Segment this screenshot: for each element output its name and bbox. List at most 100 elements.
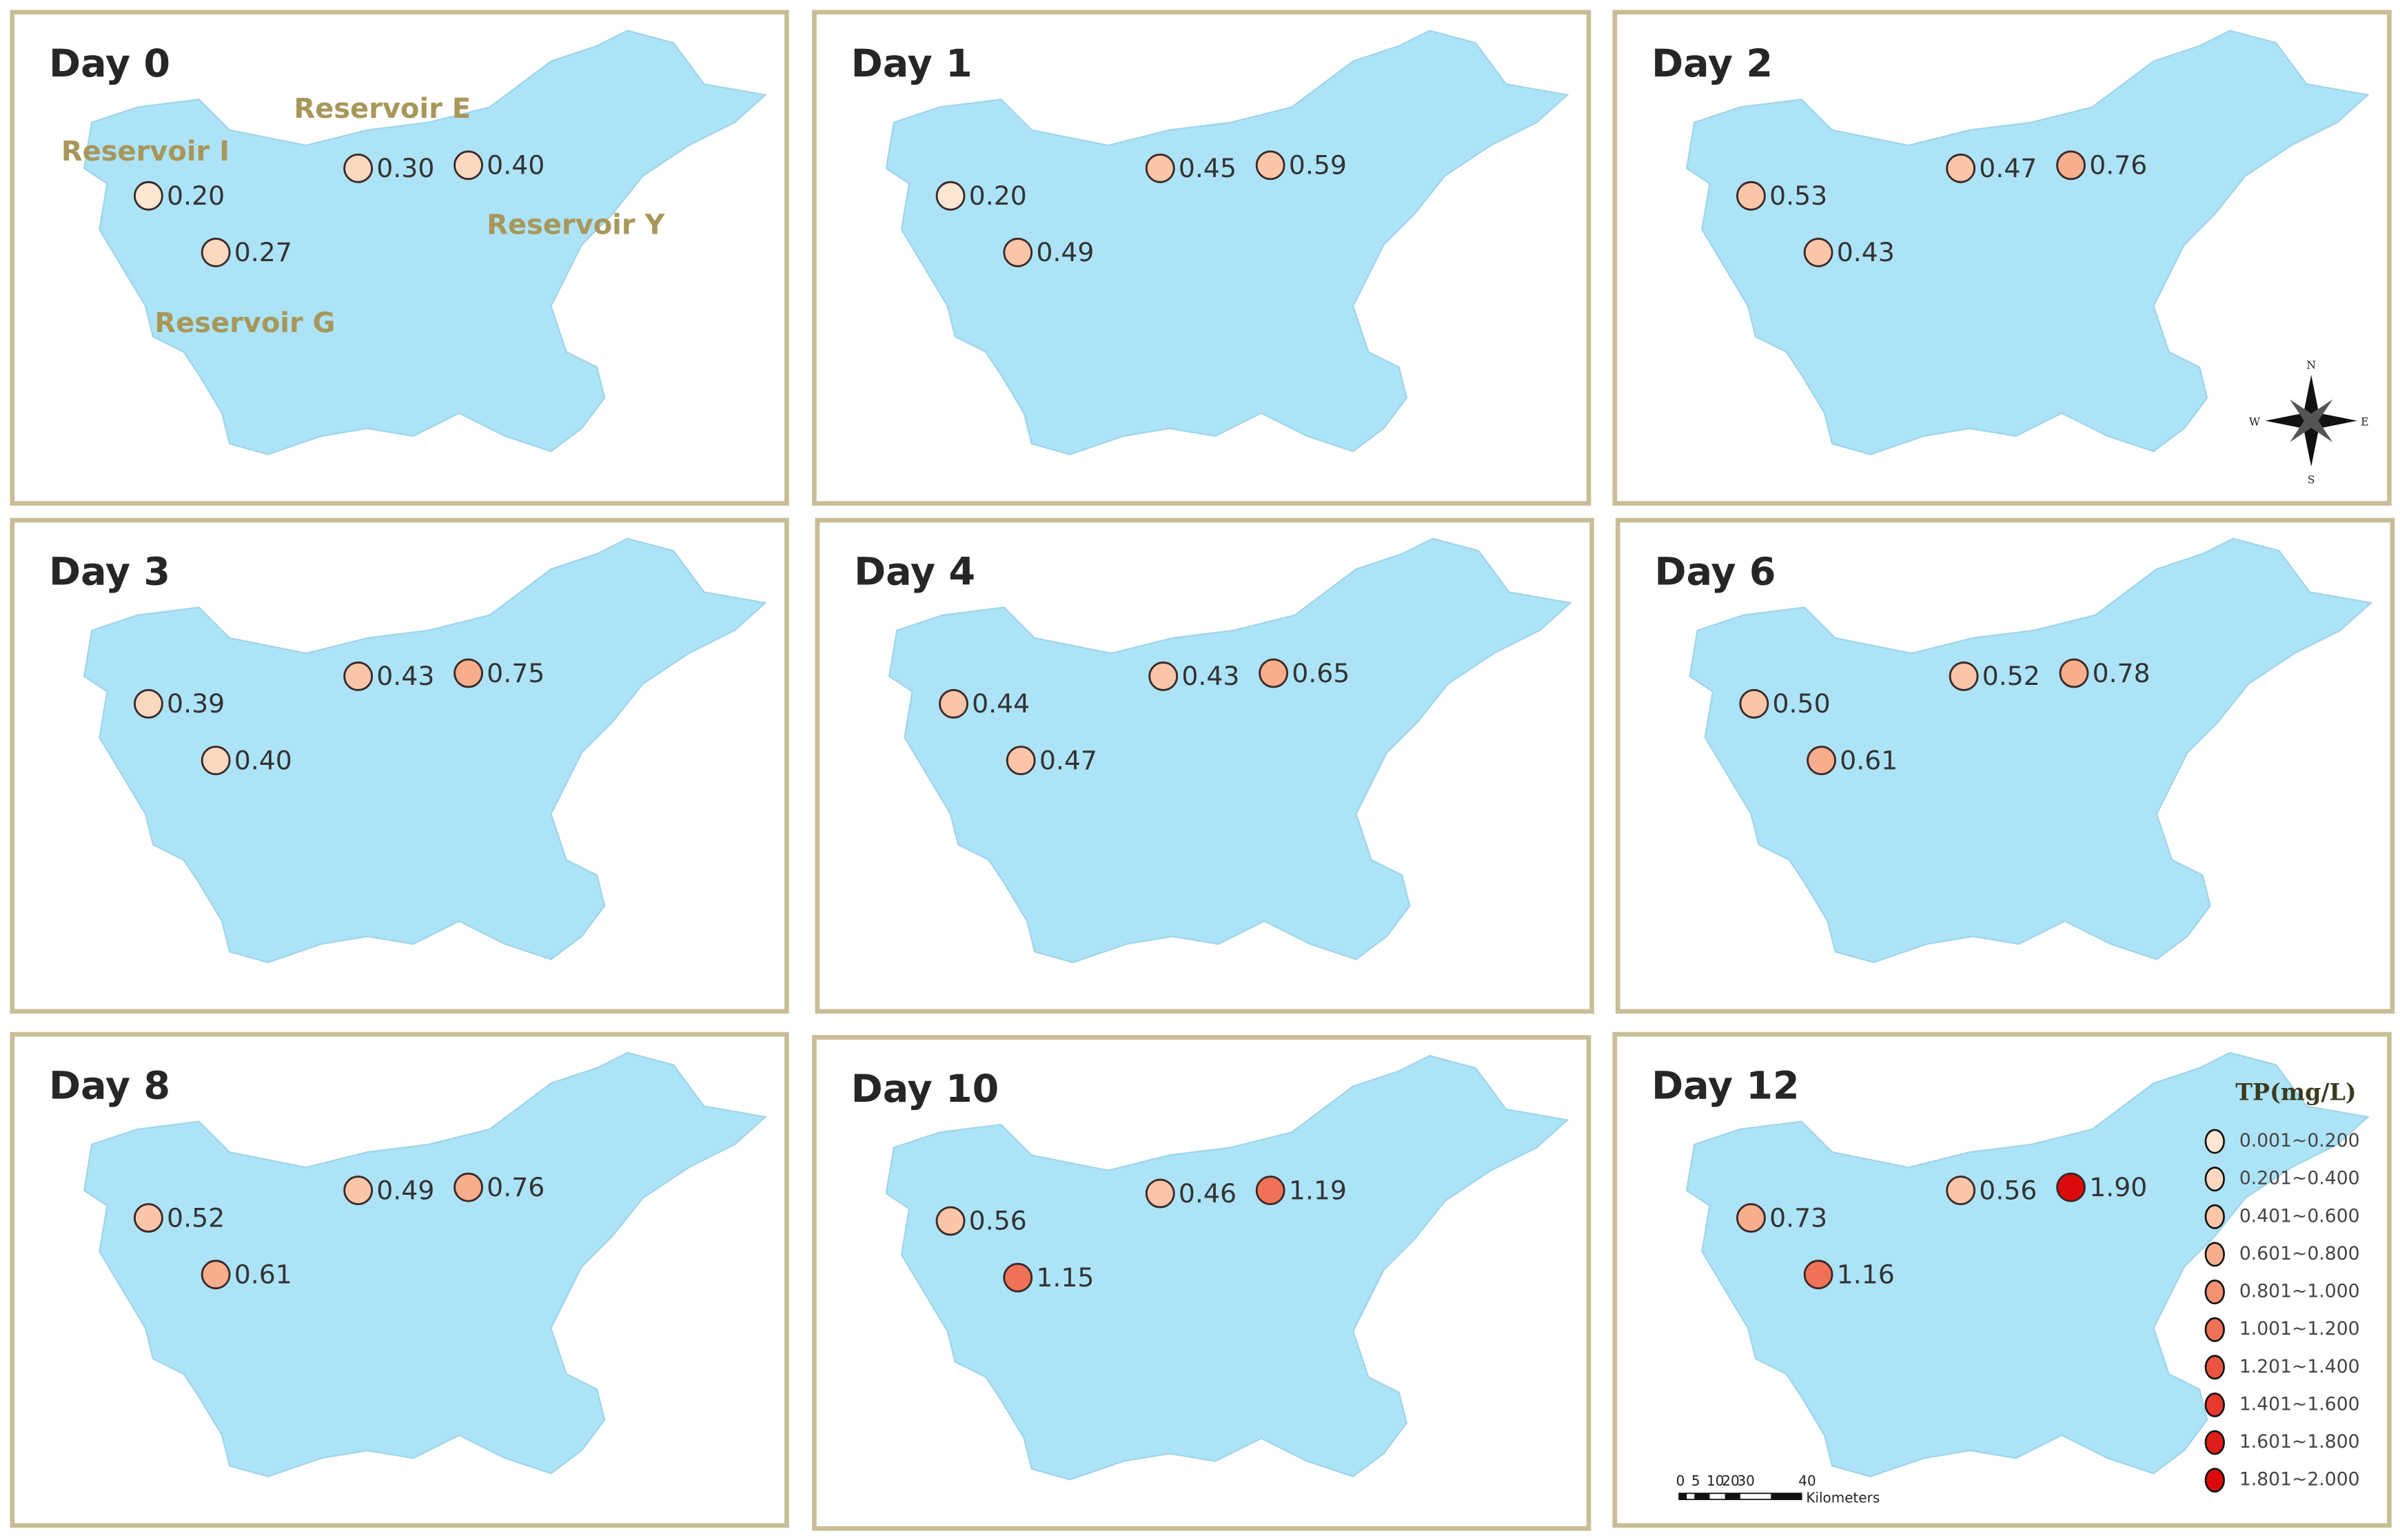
legend-label: 0.801~1.000	[2239, 1281, 2360, 1302]
sampling-point	[1148, 661, 1179, 691]
tp-value: 0.30	[376, 153, 434, 183]
compass-label: N	[2306, 359, 2316, 371]
legend-swatch	[2204, 1280, 2225, 1305]
scale-tick-label: 30	[1737, 1472, 1754, 1489]
reservoir-label: Reservoir Y	[487, 209, 665, 241]
sampling-point	[454, 658, 483, 688]
tp-value: 0.40	[234, 745, 292, 775]
tp-value: 0.61	[1840, 745, 1898, 775]
sampling-point	[133, 1203, 163, 1233]
tp-value: 0.43	[1181, 661, 1239, 691]
compass-needle	[2304, 375, 2319, 421]
sampling-point	[1946, 153, 1976, 183]
tp-value: 0.73	[1769, 1202, 1827, 1233]
sampling-point	[454, 1172, 483, 1202]
map-panel: Day 2 0.53 0.43 0.47 0.76	[1612, 10, 2392, 506]
tp-value: 0.53	[1769, 181, 1827, 211]
scale-tick-label: 5	[1691, 1472, 1700, 1489]
sampling-point	[1736, 1203, 1766, 1233]
map-panel: Day 1 0.20 0.49 0.45 0.59	[812, 10, 1591, 506]
compass-label: W	[2249, 415, 2260, 428]
legend-swatch	[2204, 1468, 2225, 1493]
tp-value: 0.52	[1982, 661, 2040, 691]
panel-title: Day 1	[851, 41, 973, 86]
compass-needle	[2305, 414, 2333, 442]
legend-swatch	[2204, 1242, 2225, 1267]
map-panel: Day 12 0.73 1.16 0.56 1.90	[1612, 1031, 2392, 1528]
reservoir-label: Reservoir I	[61, 136, 230, 167]
sampling-point	[2059, 658, 2089, 688]
compass-needle	[2311, 413, 2357, 429]
reservoir-label: Reservoir E	[294, 93, 471, 125]
panel-title: Day 4	[854, 549, 975, 594]
map-panel: Day 4 0.44 0.47 0.43 0.65	[815, 517, 1594, 1014]
scale-unit: Kilometers	[1806, 1490, 1880, 1506]
legend-label: 0.601~0.800	[2239, 1243, 2360, 1264]
tp-value: 0.46	[1179, 1178, 1237, 1209]
sampling-point	[133, 181, 163, 211]
sampling-point	[133, 689, 163, 719]
legend-swatch	[2204, 1317, 2225, 1342]
map-panel: Day 10 0.56 1.15 0.46 1.19	[812, 1035, 1591, 1531]
tp-value: 0.49	[1036, 237, 1094, 267]
panel-title: Day 2	[1651, 41, 1773, 86]
legend-label: 1.801~2.000	[2239, 1469, 2360, 1490]
panel-title: Day 12	[1651, 1063, 1800, 1108]
scale-tick-label: 0	[1676, 1472, 1685, 1489]
tp-value: 1.16	[1837, 1259, 1895, 1289]
legend-title: TP(mg/L)	[2235, 1079, 2356, 1106]
sampling-point	[1145, 1178, 1175, 1209]
reservoir-label: Reservoir G	[154, 307, 335, 339]
panels: Day 0 0.20 0.27 0.30 0.40 Reservoir I Reservoi…	[10, 10, 2395, 1531]
scale-bar-segment	[1771, 1493, 1802, 1500]
sampling-point	[1255, 1175, 1285, 1206]
tp-value: 0.47	[1979, 153, 2037, 183]
legend-label: 0.201~0.400	[2239, 1168, 2360, 1189]
sampling-point	[1803, 1260, 1833, 1290]
tp-value: 0.52	[167, 1202, 225, 1233]
tp-value: 0.65	[1292, 658, 1350, 688]
tp-value: 0.27	[234, 237, 292, 267]
compass-needle	[2304, 420, 2319, 467]
compass-label: E	[2361, 415, 2368, 428]
tp-value: 0.76	[487, 1172, 545, 1202]
tp-value: 0.56	[1979, 1175, 2037, 1205]
sampling-point	[201, 237, 231, 267]
sampling-point	[935, 181, 966, 211]
sampling-point	[1949, 661, 1979, 691]
legend-label: 0.001~0.200	[2239, 1130, 2360, 1151]
tp-value: 0.61	[234, 1259, 292, 1289]
sampling-point	[1003, 1262, 1033, 1293]
panel-title: Day 8	[49, 1063, 170, 1108]
sampling-point	[1946, 1175, 1976, 1206]
sampling-point	[2056, 150, 2086, 181]
map-panel: Day 0 0.20 0.27 0.30 0.40 Reservoir I Reservoi…	[10, 10, 789, 506]
tp-value: 1.19	[1289, 1175, 1347, 1205]
sampling-point	[1006, 746, 1036, 776]
sampling-point	[1003, 237, 1033, 267]
sampling-point	[1736, 181, 1766, 211]
tp-value: 0.43	[1837, 237, 1895, 267]
legend-swatch	[2204, 1167, 2225, 1192]
map-panel: Day 8 0.52 0.61 0.49 0.76	[10, 1031, 789, 1528]
sampling-point	[2056, 1172, 2086, 1202]
tp-value: 0.75	[487, 658, 545, 688]
legend-label: 1.401~1.600	[2239, 1393, 2360, 1415]
tp-value: 0.47	[1039, 745, 1097, 775]
tp-value: 1.15	[1036, 1262, 1094, 1293]
sampling-point	[1739, 689, 1769, 719]
sampling-point	[454, 150, 483, 181]
compass-needle	[2290, 399, 2318, 427]
scale-bar-segment	[1679, 1493, 1687, 1500]
scale-bar-segment	[1725, 1493, 1740, 1500]
scale-tick-label: 10	[1707, 1472, 1724, 1489]
compass-needle	[2265, 413, 2312, 429]
tp-value: 0.45	[1179, 153, 1237, 183]
scale-bar-segment	[1694, 1493, 1710, 1500]
sampling-point	[1259, 658, 1289, 688]
panel-title: Day 0	[49, 41, 170, 86]
compass: N E S W	[2249, 359, 2369, 486]
